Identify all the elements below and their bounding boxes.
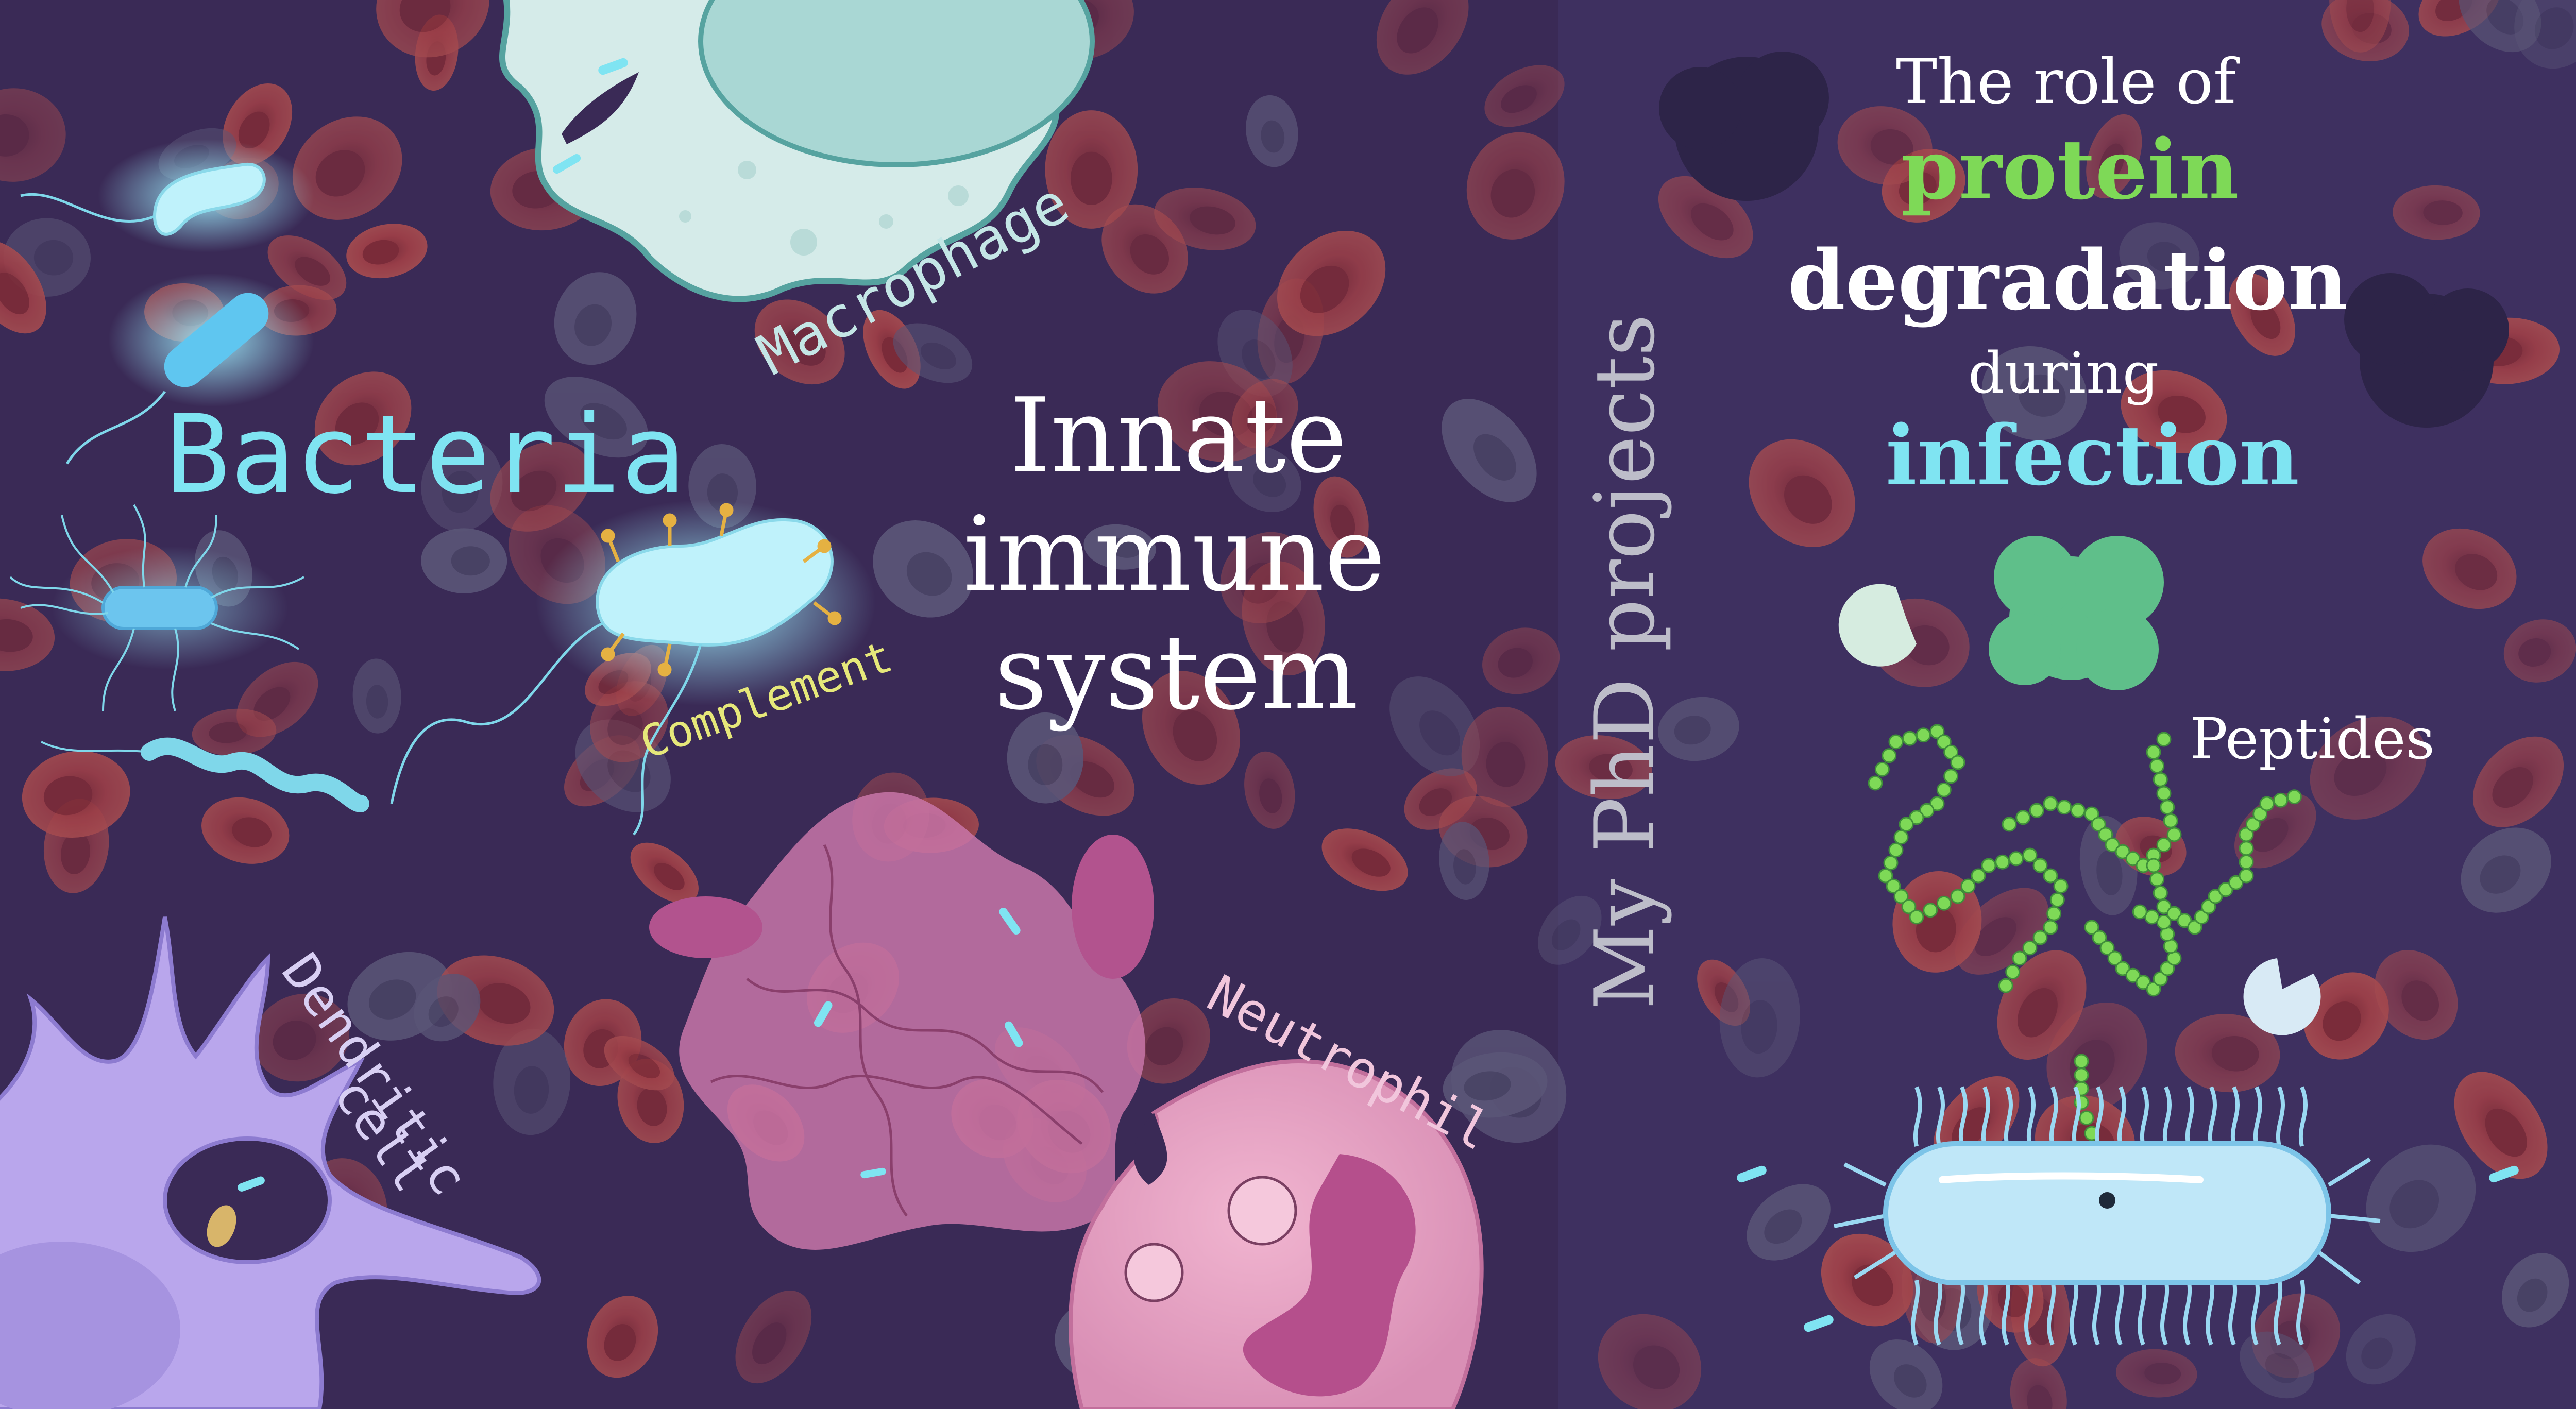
title-innate: Innate: [1010, 376, 1347, 496]
macrophage-cell: [499, 0, 1095, 302]
title-immune: immune: [963, 495, 1386, 615]
peptides-label: Peptides: [2190, 706, 2435, 772]
neutrophil-cell: [1068, 1059, 1484, 1409]
peptide-chains: [1868, 724, 2302, 1187]
heading-during: during: [1968, 340, 2159, 406]
bacteria-label: Bacteria: [165, 392, 686, 518]
phd-projects-label: My PhD projects: [1577, 314, 1673, 1010]
heading-the-role-of: The role of: [1896, 46, 2236, 118]
heading-infection: infection: [1886, 407, 2299, 504]
neutrophil-net: [649, 792, 1154, 1250]
complement-bacterium: [390, 500, 876, 836]
macrophage-nucleus: [698, 0, 1095, 167]
heading-degradation: degradation: [1788, 232, 2348, 329]
heading-protein: protein: [1901, 121, 2239, 218]
protease-pacman-icons: [1838, 584, 2321, 1035]
target-bacterium: [1834, 1086, 2381, 1346]
dendritic-cell: [0, 916, 541, 1409]
bacteria-group: [9, 139, 369, 812]
small-bacteria: [238, 58, 2519, 1332]
title-system: system: [994, 613, 1359, 733]
protein-complexes: [1659, 52, 2509, 428]
folded-protein: [1989, 536, 2164, 690]
